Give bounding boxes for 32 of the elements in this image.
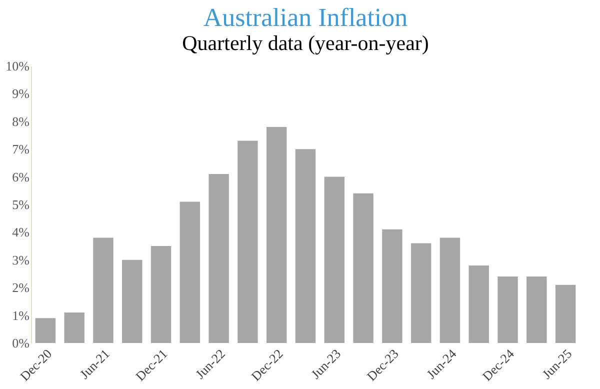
y-tick-label: 4% [12, 224, 30, 240]
y-tick-label: 5% [12, 197, 30, 212]
y-tick-label: 9% [12, 86, 30, 102]
bar [266, 126, 287, 343]
y-tick-label: 8% [12, 114, 30, 129]
y-tick-label: 7% [12, 142, 30, 157]
bar [498, 276, 518, 343]
y-tick-label: 2% [12, 280, 30, 296]
y-tick-label: 10% [6, 58, 30, 74]
chart-title: Australian Inflation [203, 3, 408, 32]
bar [440, 238, 460, 343]
bar [122, 260, 142, 343]
y-tick-label: 1% [12, 308, 30, 323]
chart-subtitle: Quarterly data (year-on-year) [182, 31, 429, 55]
bar [353, 193, 374, 343]
y-tick-label: 6% [12, 169, 30, 184]
y-tick-label: 0% [12, 336, 30, 350]
bar [468, 265, 489, 343]
bar [150, 246, 172, 343]
bar [410, 243, 432, 343]
bar [526, 276, 547, 343]
bar [180, 202, 200, 343]
bar [208, 174, 229, 343]
bar [35, 318, 56, 343]
bar [382, 229, 402, 343]
bar [324, 176, 345, 343]
y-tick-label: 3% [12, 252, 30, 268]
bar [295, 149, 316, 343]
bar [555, 284, 576, 343]
bar [238, 140, 258, 343]
bar [93, 238, 114, 343]
bar [64, 312, 84, 343]
